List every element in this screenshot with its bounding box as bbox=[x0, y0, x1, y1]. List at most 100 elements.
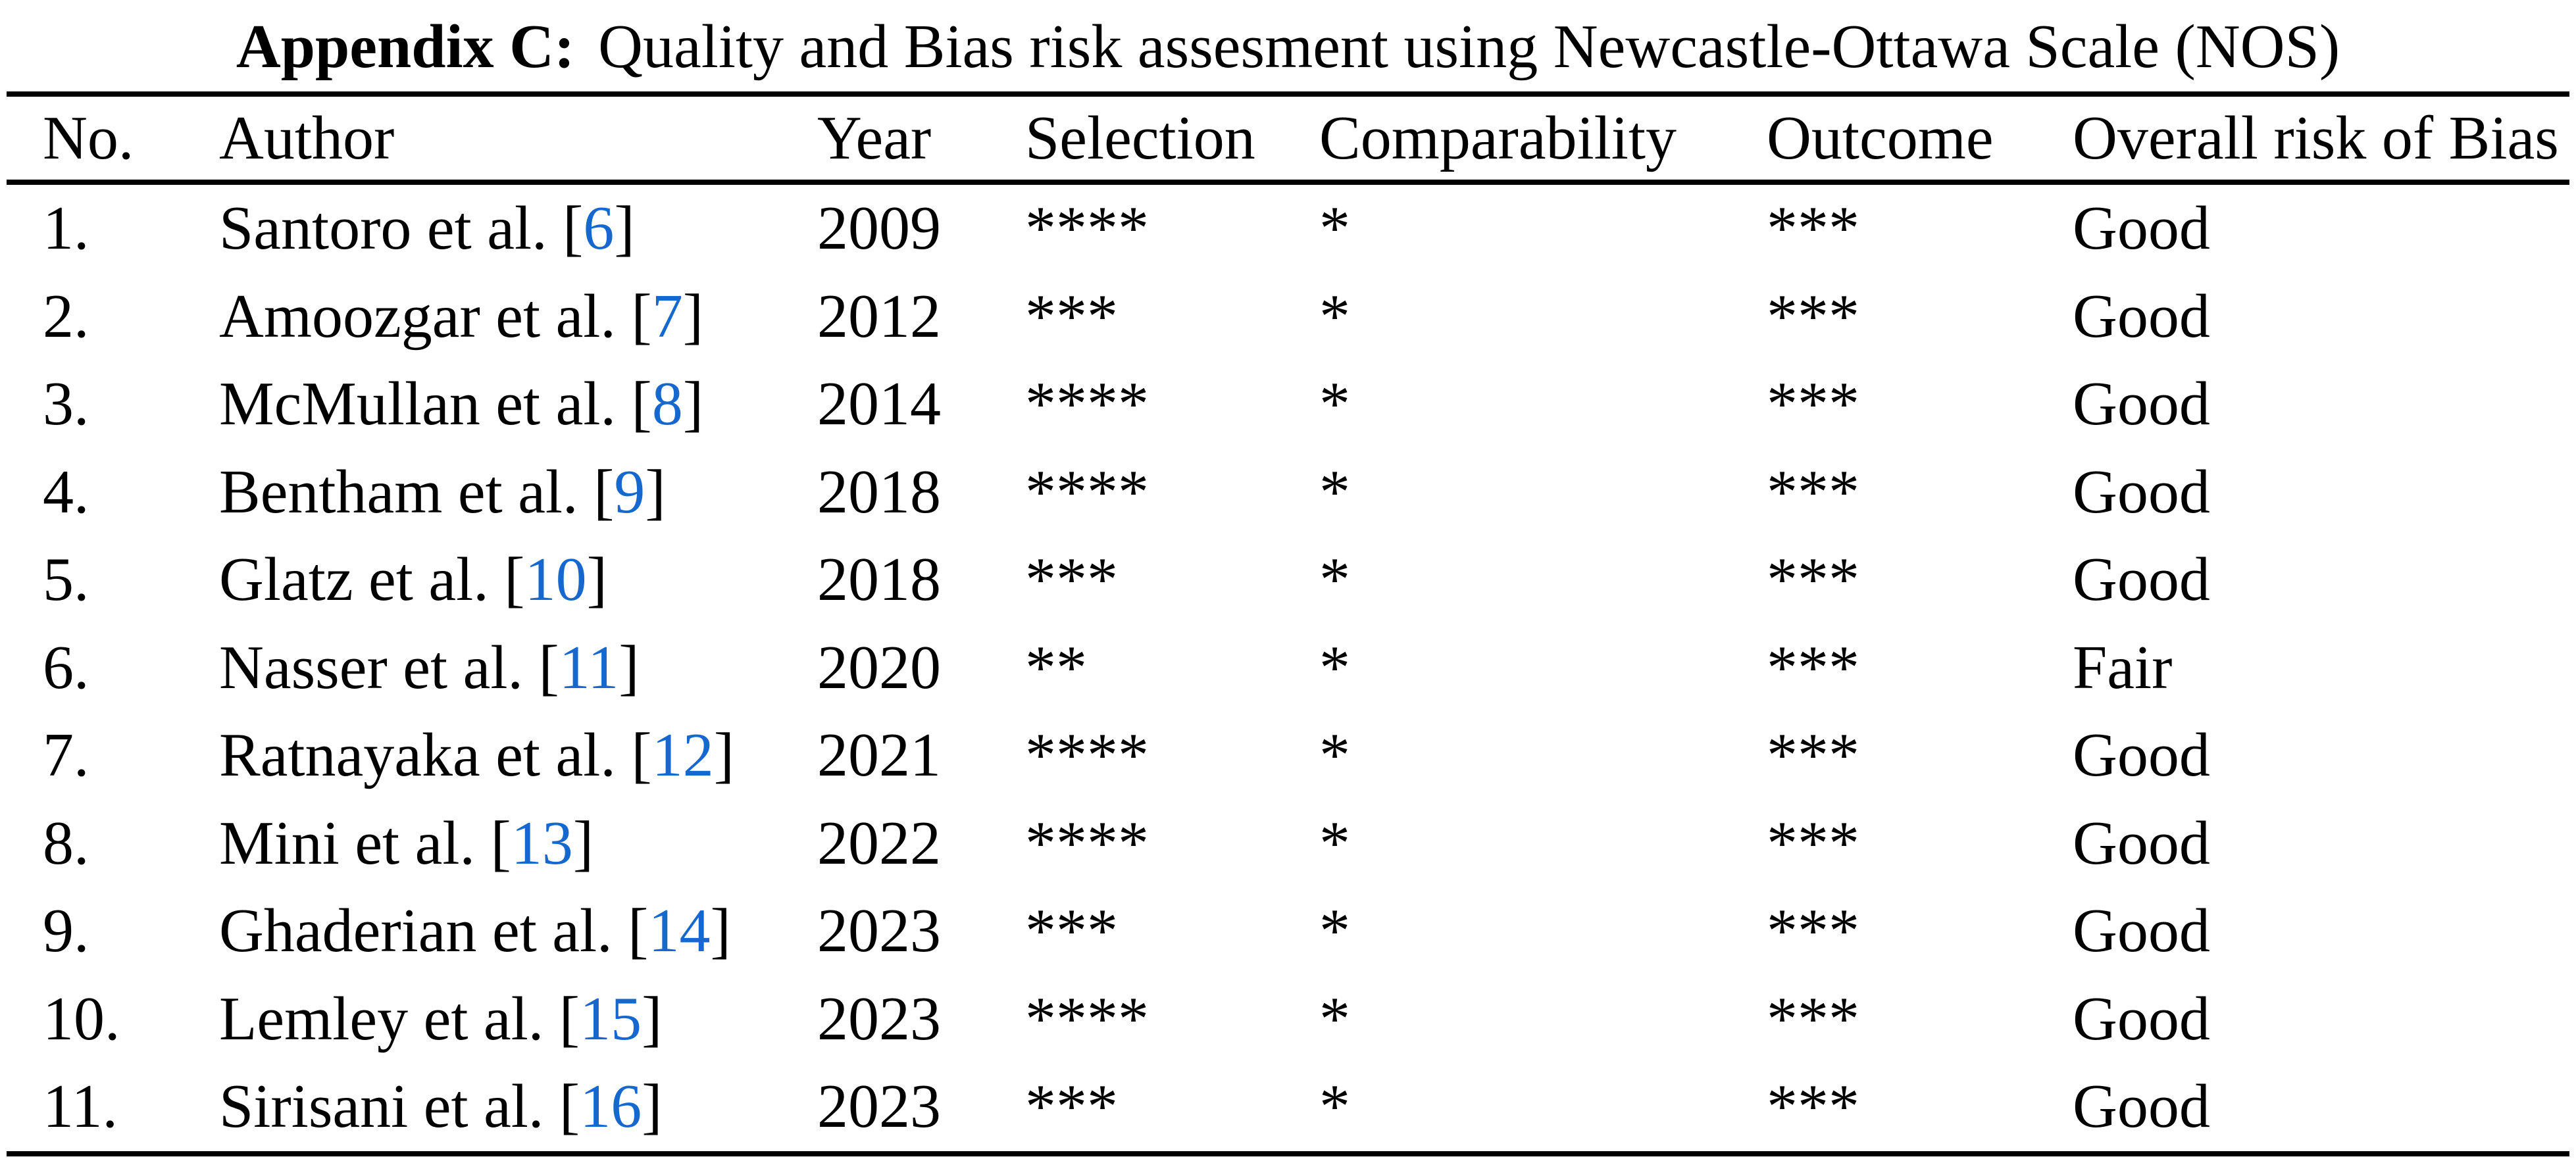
overall-rating: Good bbox=[2073, 370, 2210, 439]
citation-link[interactable]: 12 bbox=[651, 721, 714, 790]
comparability-stars: * bbox=[1319, 545, 1350, 614]
citation-link[interactable]: 10 bbox=[524, 545, 587, 614]
table-row: 8. Mini et al. [13] 2022 **** * *** Good bbox=[7, 800, 2569, 888]
outcome-stars: *** bbox=[1767, 721, 1859, 790]
table-row: 9. Ghaderian et al. [14] 2023 *** * *** … bbox=[7, 887, 2569, 976]
table-header-row: No. Author Year Selection Comparability … bbox=[7, 97, 2569, 180]
citation-link[interactable]: 13 bbox=[511, 808, 573, 878]
author-name: Ghaderian et al. bbox=[219, 897, 613, 966]
author-cell: Ratnayaka et al. [12] bbox=[219, 723, 817, 788]
row-number: 7. bbox=[43, 721, 89, 790]
comparability-stars: * bbox=[1319, 282, 1350, 351]
outcome-stars: *** bbox=[1767, 897, 1859, 966]
page-title: Appendix C: Quality and Bias risk assesme… bbox=[0, 4, 2576, 89]
author-cell: Ghaderian et al. [14] bbox=[219, 899, 817, 964]
author-cell: Mini et al. [13] bbox=[219, 811, 817, 876]
outcome-stars: *** bbox=[1767, 1072, 1859, 1141]
selection-stars: **** bbox=[1025, 808, 1149, 878]
comparability-stars: * bbox=[1319, 897, 1350, 966]
citation-bracket-open: [ bbox=[559, 984, 580, 1053]
citation-bracket-open: [ bbox=[504, 545, 525, 614]
table-row: 7. Ratnayaka et al. [12] 2021 **** * ***… bbox=[7, 712, 2569, 800]
year-cell: 2009 bbox=[817, 194, 941, 263]
citation-link[interactable]: 9 bbox=[614, 457, 645, 526]
author-cell: Santoro et al. [6] bbox=[219, 196, 817, 261]
author-cell: Bentham et al. [9] bbox=[219, 460, 817, 525]
citation-link[interactable]: 15 bbox=[580, 984, 642, 1053]
table-top-rule bbox=[7, 91, 2569, 97]
selection-stars: **** bbox=[1025, 984, 1149, 1053]
row-number: 5. bbox=[43, 545, 89, 614]
outcome-stars: *** bbox=[1767, 808, 1859, 878]
column-header-selection: Selection bbox=[1025, 103, 1255, 172]
table-body: 1. Santoro et al. [6] 2009 **** * *** Go… bbox=[7, 185, 2569, 1151]
row-number: 9. bbox=[43, 897, 89, 966]
author-name: Lemley et al. bbox=[219, 984, 544, 1053]
author-cell: McMullan et al. [8] bbox=[219, 372, 817, 437]
selection-stars: *** bbox=[1025, 1072, 1118, 1141]
year-cell: 2012 bbox=[817, 282, 941, 351]
citation-bracket-close: ] bbox=[586, 545, 607, 614]
table-bottom-rule bbox=[7, 1151, 2569, 1156]
column-header-author: Author bbox=[219, 103, 395, 172]
selection-stars: *** bbox=[1025, 897, 1118, 966]
row-number: 3. bbox=[43, 370, 89, 439]
selection-stars: **** bbox=[1025, 721, 1149, 790]
overall-rating: Good bbox=[2073, 808, 2210, 878]
year-cell: 2023 bbox=[817, 1072, 941, 1141]
citation-bracket-open: [ bbox=[628, 897, 649, 966]
comparability-stars: * bbox=[1319, 457, 1350, 526]
citation-bracket-close: ] bbox=[572, 808, 594, 878]
citation-link[interactable]: 14 bbox=[648, 897, 711, 966]
citation-link[interactable]: 11 bbox=[559, 633, 619, 702]
citation-link[interactable]: 16 bbox=[580, 1072, 642, 1141]
year-cell: 2022 bbox=[817, 808, 941, 878]
author-name: Ratnayaka et al. bbox=[219, 721, 616, 790]
citation-bracket-open: [ bbox=[631, 370, 652, 439]
citation-bracket-open: [ bbox=[538, 633, 559, 702]
citation-bracket-open: [ bbox=[593, 457, 615, 526]
author-name: Santoro et al. bbox=[219, 194, 547, 263]
table-row: 2. Amoozgar et al. [7] 2012 *** * *** Go… bbox=[7, 273, 2569, 361]
column-header-year: Year bbox=[817, 103, 932, 172]
row-number: 2. bbox=[43, 282, 89, 351]
column-header-comparability: Comparability bbox=[1319, 103, 1677, 172]
overall-rating: Good bbox=[2073, 721, 2210, 790]
outcome-stars: *** bbox=[1767, 282, 1859, 351]
overall-rating: Good bbox=[2073, 457, 2210, 526]
citation-link[interactable]: 8 bbox=[651, 370, 683, 439]
selection-stars: ** bbox=[1025, 633, 1087, 702]
row-number: 6. bbox=[43, 633, 89, 702]
comparability-stars: * bbox=[1319, 721, 1350, 790]
outcome-stars: *** bbox=[1767, 370, 1859, 439]
citation-bracket-open: [ bbox=[631, 282, 652, 351]
title-text: Quality and Bias risk assesment using Ne… bbox=[598, 12, 2340, 81]
author-name: Amoozgar et al. bbox=[219, 282, 616, 351]
table-row: 4. Bentham et al. [9] 2018 **** * *** Go… bbox=[7, 449, 2569, 537]
citation-bracket-close: ] bbox=[619, 633, 640, 702]
citation-bracket-open: [ bbox=[563, 194, 584, 263]
citation-link[interactable]: 6 bbox=[583, 194, 615, 263]
overall-rating: Good bbox=[2073, 282, 2210, 351]
citation-bracket-close: ] bbox=[710, 897, 731, 966]
year-cell: 2021 bbox=[817, 721, 941, 790]
author-name: Nasser et al. bbox=[219, 633, 523, 702]
citation-bracket-open: [ bbox=[559, 1072, 580, 1141]
table-header-rule bbox=[7, 180, 2569, 185]
citation-bracket-close: ] bbox=[682, 370, 704, 439]
author-name: McMullan et al. bbox=[219, 370, 617, 439]
citation-link[interactable]: 7 bbox=[651, 282, 683, 351]
citation-bracket-close: ] bbox=[713, 721, 735, 790]
citation-bracket-open: [ bbox=[490, 808, 511, 878]
selection-stars: *** bbox=[1025, 545, 1118, 614]
outcome-stars: *** bbox=[1767, 545, 1859, 614]
table-row: 3. McMullan et al. [8] 2014 **** * *** G… bbox=[7, 360, 2569, 449]
year-cell: 2023 bbox=[817, 984, 941, 1053]
outcome-stars: *** bbox=[1767, 984, 1859, 1053]
overall-rating: Good bbox=[2073, 545, 2210, 614]
outcome-stars: *** bbox=[1767, 633, 1859, 702]
overall-rating: Good bbox=[2073, 194, 2210, 263]
comparability-stars: * bbox=[1319, 194, 1350, 263]
comparability-stars: * bbox=[1319, 633, 1350, 702]
year-cell: 2023 bbox=[817, 897, 941, 966]
